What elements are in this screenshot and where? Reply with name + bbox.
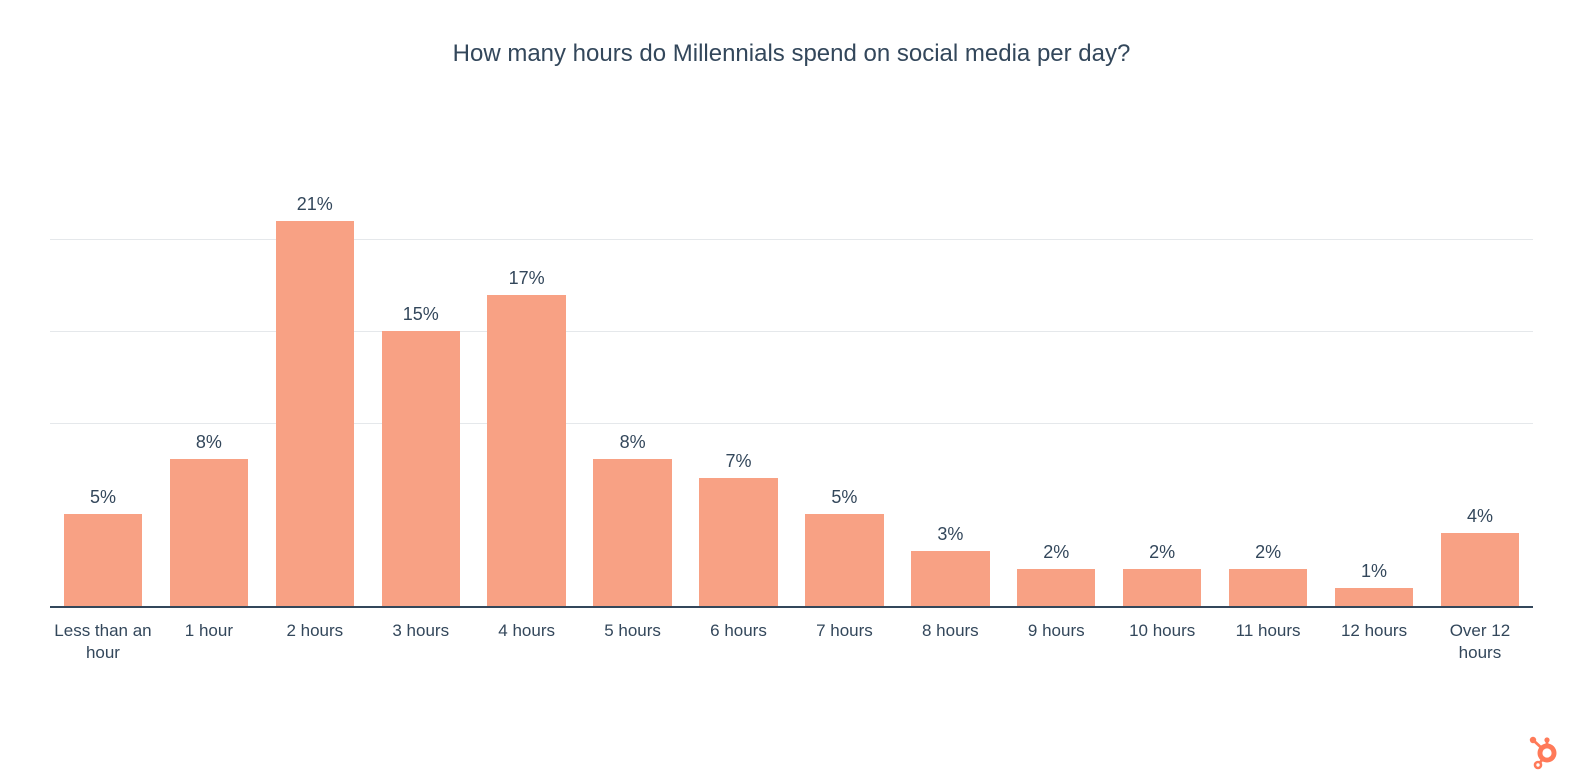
bar-value-label: 15% <box>403 304 439 325</box>
x-axis-label: Less than an hour <box>50 620 156 664</box>
x-axis-label: 7 hours <box>791 620 897 664</box>
bar <box>487 295 565 606</box>
bar-value-label: 8% <box>620 432 646 453</box>
bar <box>170 459 248 606</box>
bar-value-label: 2% <box>1255 542 1281 563</box>
x-axis-label: 5 hours <box>580 620 686 664</box>
bar-slot: 2% <box>1003 148 1109 606</box>
bar <box>805 514 883 606</box>
bar-value-label: 2% <box>1043 542 1069 563</box>
x-axis-label: 4 hours <box>474 620 580 664</box>
x-axis-label: 3 hours <box>368 620 474 664</box>
bar-value-label: 2% <box>1149 542 1175 563</box>
bar-value-label: 4% <box>1467 506 1493 527</box>
bar <box>64 514 142 606</box>
chart-title: How many hours do Millennials spend on s… <box>50 40 1533 68</box>
bar <box>911 551 989 606</box>
x-axis-label: 8 hours <box>897 620 1003 664</box>
x-axis-label: 11 hours <box>1215 620 1321 664</box>
x-axis-labels: Less than an hour1 hour2 hours3 hours4 h… <box>50 620 1533 664</box>
bar-value-label: 5% <box>831 487 857 508</box>
x-axis-label: 6 hours <box>686 620 792 664</box>
hubspot-logo-icon <box>1529 736 1561 770</box>
bars-row: 5% 8% 21% 15% 17% 8% 7% 5% 3% 2% 2% 2% 1% 4% <box>50 148 1533 608</box>
bar <box>1335 588 1413 606</box>
bar <box>1017 569 1095 606</box>
bar <box>276 221 354 606</box>
bar <box>1229 569 1307 606</box>
bar <box>1441 533 1519 606</box>
bar-chart: How many hours do Millennials spend on s… <box>50 30 1533 730</box>
bar-slot: 15% <box>368 148 474 606</box>
bar-slot: 4% <box>1427 148 1533 606</box>
bar-value-label: 7% <box>725 451 751 472</box>
x-axis-label: 1 hour <box>156 620 262 664</box>
bar <box>699 478 777 606</box>
bar-slot: 17% <box>474 148 580 606</box>
bar-slot: 1% <box>1321 148 1427 606</box>
x-axis-label: 9 hours <box>1003 620 1109 664</box>
bar-slot: 7% <box>686 148 792 606</box>
x-axis-label: 10 hours <box>1109 620 1215 664</box>
x-axis-label: 2 hours <box>262 620 368 664</box>
bar <box>382 331 460 606</box>
bar-slot: 2% <box>1109 148 1215 606</box>
bar-slot: 8% <box>156 148 262 606</box>
bar-value-label: 5% <box>90 487 116 508</box>
bar-value-label: 3% <box>937 524 963 545</box>
bar-slot: 8% <box>580 148 686 606</box>
bar-slot: 21% <box>262 148 368 606</box>
bar-slot: 5% <box>50 148 156 606</box>
bar <box>1123 569 1201 606</box>
bar-slot: 3% <box>897 148 1003 606</box>
plot-area: 5% 8% 21% 15% 17% 8% 7% 5% 3% 2% 2% 2% 1% 4% <box>50 148 1533 608</box>
bar-value-label: 21% <box>297 194 333 215</box>
bar-value-label: 17% <box>509 268 545 289</box>
bar-slot: 5% <box>791 148 897 606</box>
x-axis-label: 12 hours <box>1321 620 1427 664</box>
bar <box>593 459 671 606</box>
bar-value-label: 8% <box>196 432 222 453</box>
bar-slot: 2% <box>1215 148 1321 606</box>
bar-value-label: 1% <box>1361 561 1387 582</box>
x-axis-label: Over 12 hours <box>1427 620 1533 664</box>
